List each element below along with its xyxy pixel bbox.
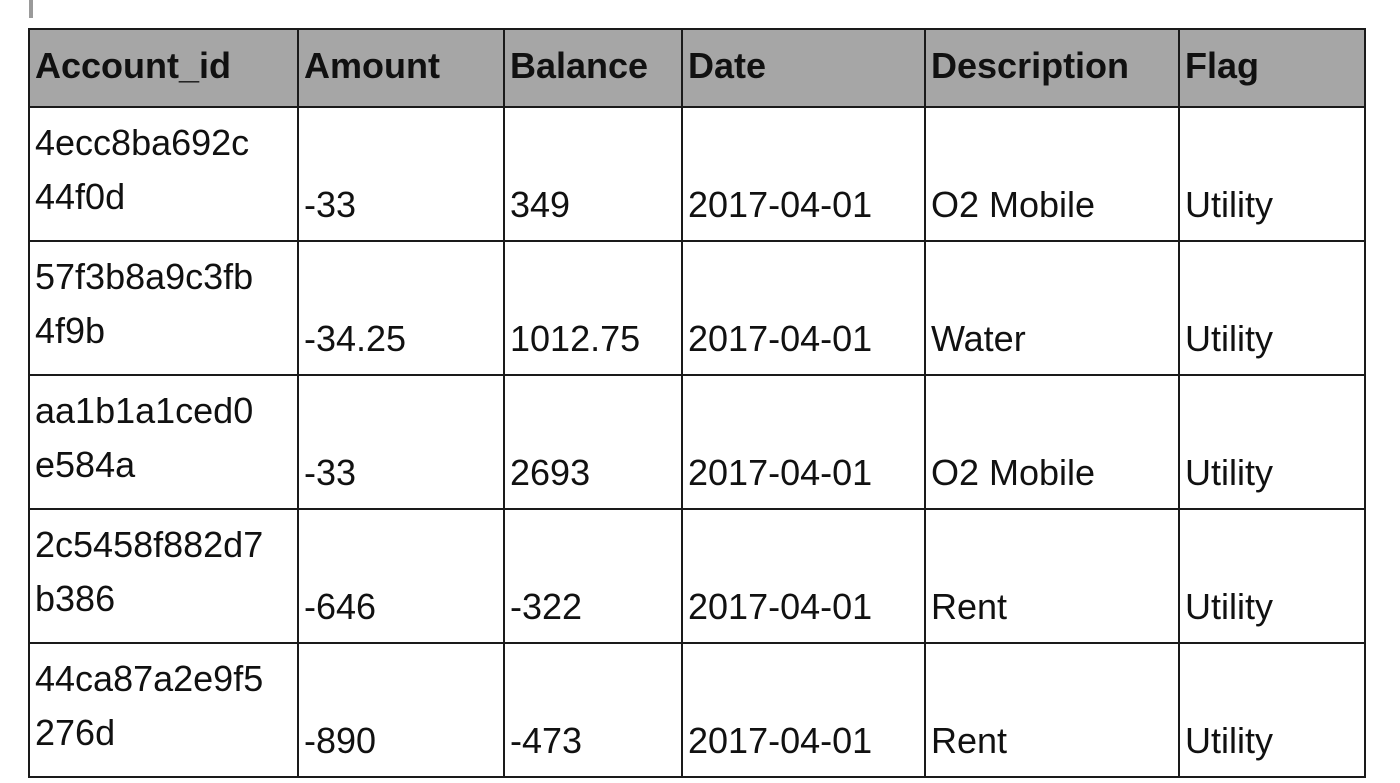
account-id-cell: 44ca87a2e9f5 276d	[28, 642, 299, 778]
date-cell: 2017-04-01	[681, 508, 926, 644]
header-description: Description	[924, 28, 1180, 108]
description-cell: O2 Mobile	[924, 106, 1180, 242]
table-row: 4ecc8ba692c 44f0d -33 349 2017-04-01 O2 …	[28, 106, 1366, 242]
header-balance: Balance	[503, 28, 683, 108]
balance-cell: -322	[503, 508, 683, 644]
amount-cell: -646	[297, 508, 505, 644]
description-cell: Rent	[924, 642, 1180, 778]
description-cell: Rent	[924, 508, 1180, 644]
date-cell: 2017-04-01	[681, 106, 926, 242]
header-amount: Amount	[297, 28, 505, 108]
table-row: 44ca87a2e9f5 276d -890 -473 2017-04-01 R…	[28, 642, 1366, 778]
flag-cell: Utility	[1178, 508, 1366, 644]
flag-cell: Utility	[1178, 240, 1366, 376]
header-account-id: Account_id	[28, 28, 299, 108]
header-row: Account_id Amount Balance Date Descripti…	[28, 28, 1366, 108]
amount-cell: -33	[297, 106, 505, 242]
flag-cell: Utility	[1178, 106, 1366, 242]
table-row: 57f3b8a9c3fb 4f9b -34.25 1012.75 2017-04…	[28, 240, 1366, 376]
date-cell: 2017-04-01	[681, 374, 926, 510]
top-edge-marker	[29, 0, 33, 18]
balance-cell: 1012.75	[503, 240, 683, 376]
amount-cell: -34.25	[297, 240, 505, 376]
balance-cell: -473	[503, 642, 683, 778]
flag-cell: Utility	[1178, 374, 1366, 510]
description-cell: Water	[924, 240, 1180, 376]
table-row: 2c5458f882d7 b386 -646 -322 2017-04-01 R…	[28, 508, 1366, 644]
description-cell: O2 Mobile	[924, 374, 1180, 510]
table-row: aa1b1a1ced0 e584a -33 2693 2017-04-01 O2…	[28, 374, 1366, 510]
account-id-cell: 2c5458f882d7 b386	[28, 508, 299, 644]
balance-cell: 2693	[503, 374, 683, 510]
account-id-cell: 57f3b8a9c3fb 4f9b	[28, 240, 299, 376]
header-date: Date	[681, 28, 926, 108]
transactions-table: Account_id Amount Balance Date Descripti…	[28, 28, 1366, 778]
amount-cell: -33	[297, 374, 505, 510]
date-cell: 2017-04-01	[681, 240, 926, 376]
amount-cell: -890	[297, 642, 505, 778]
balance-cell: 349	[503, 106, 683, 242]
header-flag: Flag	[1178, 28, 1366, 108]
account-id-cell: 4ecc8ba692c 44f0d	[28, 106, 299, 242]
account-id-cell: aa1b1a1ced0 e584a	[28, 374, 299, 510]
flag-cell: Utility	[1178, 642, 1366, 778]
date-cell: 2017-04-01	[681, 642, 926, 778]
